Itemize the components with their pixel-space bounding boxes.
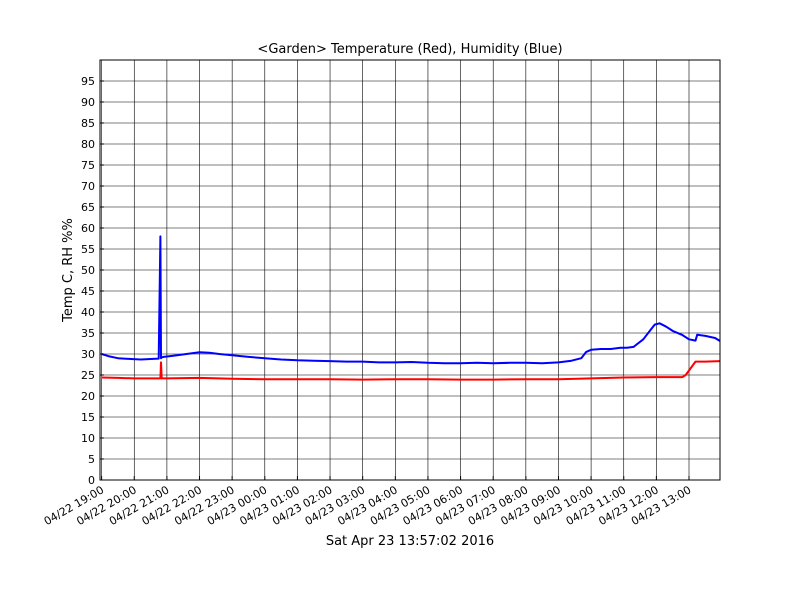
y-tick-label: 15 [81, 411, 95, 424]
y-tick-label: 10 [81, 432, 95, 445]
y-tick-label: 90 [81, 96, 95, 109]
chart-title: <Garden> Temperature (Red), Humidity (Bl… [257, 42, 562, 57]
y-tick-label: 45 [81, 285, 95, 298]
y-tick-label: 55 [81, 243, 95, 256]
grid [100, 60, 720, 480]
y-tick-label: 35 [81, 327, 95, 340]
temperature-series-line [101, 360, 721, 381]
x-axis-label: Sat Apr 23 13:57:02 2016 [326, 534, 494, 549]
y-tick-label: 75 [81, 159, 95, 172]
y-tick-label: 25 [81, 369, 95, 382]
y-tick-label: 80 [81, 138, 95, 151]
y-tick-label: 85 [81, 117, 95, 130]
y-tick-label: 5 [88, 453, 95, 466]
y-tick-label: 70 [81, 180, 95, 193]
y-axis: 0 5 10 15 20 25 30 35 40 45 50 55 60 65 70 75 80 85 90 95 [81, 75, 104, 487]
y-tick-label: 95 [81, 75, 95, 88]
y-tick-label: 40 [81, 306, 95, 319]
series-group [101, 235, 721, 381]
humidity-series-line [101, 235, 721, 365]
y-tick-label: 65 [81, 201, 95, 214]
y-axis-label: Temp C, RH %% [61, 218, 76, 323]
y-tick-label: 30 [81, 348, 95, 361]
y-tick-label: 0 [88, 474, 95, 487]
y-tick-label: 20 [81, 390, 95, 403]
y-tick-label: 50 [81, 264, 95, 277]
y-tick-label: 60 [81, 222, 95, 235]
